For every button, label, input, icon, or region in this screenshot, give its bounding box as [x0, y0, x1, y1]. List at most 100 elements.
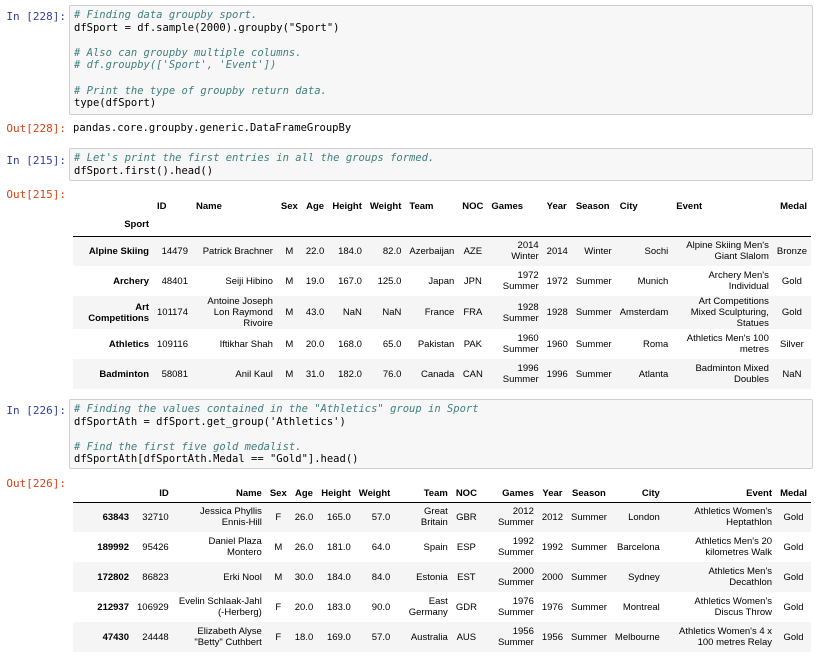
table-cell: NaN — [328, 296, 366, 329]
table-cell: Summer — [571, 541, 607, 553]
column-header: Height — [332, 200, 362, 212]
out-prompt-226: Out[226]: — [6, 477, 66, 490]
table-cell: 26.0 — [290, 502, 318, 532]
column-header: City — [641, 488, 660, 500]
table-cell: 1972 — [546, 275, 568, 287]
row-index: Athletics — [108, 338, 149, 350]
table-cell: M — [276, 236, 302, 266]
table-cell: M — [276, 296, 302, 329]
table-cell: Seiji Hibino — [225, 275, 273, 287]
table-cell: 2012 Summer — [480, 502, 538, 532]
table-cell: 182.0 — [328, 359, 366, 389]
table-cell: 1960 Summer — [502, 333, 539, 355]
table-cell: 184.0 — [317, 562, 355, 592]
code-editor-228[interactable]: # Finding data groupby sport. dfSport = … — [70, 6, 812, 113]
code-editor-226[interactable]: # Finding the values contained in the "A… — [70, 400, 812, 469]
table-cell: 86823 — [133, 562, 173, 592]
table-cell: Gold — [783, 601, 804, 613]
table-cell: Gold — [776, 502, 811, 532]
table-cell: 101174 — [153, 296, 192, 329]
column-header: NOC — [455, 488, 477, 500]
table-cell: 57.0 — [354, 622, 395, 652]
table-cell: 1928 Summer — [487, 296, 543, 329]
in-prompt-226: In [226]: — [6, 404, 66, 417]
table-cell: GBR — [451, 502, 481, 532]
table-cell: AZE — [458, 236, 488, 266]
table-cell: 1960 — [546, 338, 568, 350]
code-editor-215[interactable]: # Let's print the first entries in all t… — [70, 149, 812, 180]
index-name-row: Sport — [73, 214, 811, 236]
code-cell-228[interactable]: # Finding data groupby sport. dfSport = … — [69, 5, 813, 115]
table-cell: Summer — [567, 502, 611, 532]
row-index: Alpine Skiing — [73, 236, 153, 266]
code-cell-215[interactable]: # Let's print the first entries in all t… — [69, 148, 813, 181]
code-line: # Find the first five gold medalist. — [74, 440, 302, 453]
table-cell: M — [265, 562, 291, 592]
column-header: ID — [157, 200, 167, 212]
table-cell: Summer — [571, 359, 616, 389]
table-cell: 1928 — [542, 296, 572, 329]
table-row: 172802 86823 Erki Nool M 30.0 184.0 84.0 Estoni… — [73, 562, 811, 592]
column-header: Year — [542, 488, 563, 500]
table-cell: 184.0 — [328, 236, 366, 266]
column-header: NOC — [462, 200, 484, 212]
table-cell: 109116 — [157, 338, 188, 350]
table-cell: 2000 — [537, 562, 567, 592]
table-row: Art Competitions 101174 Antoine Joseph Lon… — [73, 296, 811, 329]
table-cell: Summer — [571, 296, 616, 329]
table-cell: 1996 Summer — [487, 359, 543, 389]
table-cell: 167.0 — [338, 275, 362, 287]
code-line: # Also can groupby multiple columns. — [74, 46, 302, 59]
row-index: 189992 — [97, 541, 129, 553]
code-line: dfSportAth = dfSport.get_group('Athletic… — [74, 415, 346, 428]
table-cell: Gold — [772, 296, 811, 329]
table-cell: 1976 — [541, 601, 563, 613]
table-row: Badminton 58081 Anil Kaul M 31.0 182.0 76.0 Can… — [73, 359, 811, 389]
table-cell: Roma — [642, 338, 669, 350]
table-cell: Great Britain — [394, 502, 452, 532]
table-cell: 14479 — [153, 236, 192, 266]
table-cell: Barcelona — [617, 541, 660, 553]
table-cell: 64.0 — [371, 541, 391, 553]
table-cell: Athletics Men's 100 metres — [686, 333, 769, 355]
table-cell: Montreal — [622, 601, 660, 613]
table-cell: Atlanta — [615, 359, 673, 389]
table-cell: 84.0 — [354, 562, 395, 592]
table-cell: 2012 — [537, 502, 567, 532]
table-cell: Sydney — [610, 562, 664, 592]
table-cell: 57.0 — [354, 502, 395, 532]
table-cell: 18.0 — [290, 622, 318, 652]
row-index: 212937 — [97, 601, 129, 613]
row-index: 172802 — [73, 562, 133, 592]
table-cell: 95426 — [142, 541, 169, 553]
table-cell: Iftikhar Shah — [219, 338, 273, 350]
table-cell: 183.0 — [327, 601, 351, 613]
table-cell: NaN — [772, 359, 811, 389]
code-line: # Print the type of groupby return data. — [74, 84, 327, 97]
table-cell: GDR — [455, 601, 477, 613]
header-row: ID Name Sex Age Height Weight Team NOC G… — [73, 198, 811, 214]
column-header: Event — [676, 200, 703, 212]
code-cell-226[interactable]: # Finding the values contained in the "A… — [69, 399, 813, 469]
column-header: Sex — [280, 200, 298, 212]
column-header: Team — [409, 200, 434, 212]
in-prompt-228: In [228]: — [6, 10, 66, 23]
table-cell: 1972 Summer — [502, 270, 539, 292]
code-line: # Finding data groupby sport. — [74, 9, 258, 21]
table-cell: Gold — [776, 622, 811, 652]
column-header: Weight — [358, 488, 391, 500]
column-header: Name — [235, 488, 262, 500]
table-cell: 106929 — [137, 601, 169, 613]
table-cell: 168.0 — [338, 338, 362, 350]
code-line: dfSport = df.sample(2000).groupby("Sport… — [74, 21, 340, 34]
table-cell: Patrick Brachner — [192, 236, 277, 266]
table-cell: 19.0 — [305, 275, 325, 287]
table-cell: 1956 Summer — [480, 622, 538, 652]
row-index: 47430 — [73, 622, 133, 652]
table-cell: Canada — [405, 359, 459, 389]
table-cell: Summer — [567, 562, 611, 592]
table-cell: Gold — [781, 275, 802, 287]
column-header: Sex — [269, 488, 287, 500]
table-cell: 2014 Winter — [487, 236, 543, 266]
table-row: Archery 48401 Seiji Hibino M 19.0 167.0 125.0 J… — [73, 266, 811, 296]
